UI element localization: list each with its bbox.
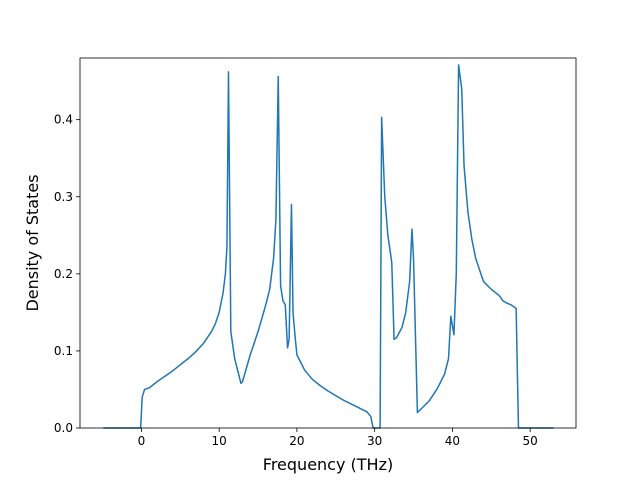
y-tick-label: 0.3 bbox=[54, 190, 73, 204]
x-tick-label: 40 bbox=[445, 434, 460, 448]
y-axis-ticks: 0.0 0.1 0.2 0.3 0.4 bbox=[54, 113, 80, 435]
y-axis-label: Density of States bbox=[23, 174, 42, 311]
y-tick-label: 0.4 bbox=[54, 113, 73, 127]
y-tick-label: 0.2 bbox=[54, 267, 73, 281]
x-axis-ticks: 0 10 20 30 40 50 bbox=[138, 428, 538, 448]
x-tick-label: 10 bbox=[212, 434, 227, 448]
x-tick-label: 0 bbox=[138, 434, 146, 448]
axes-frame bbox=[79, 57, 577, 429]
x-tick-label: 20 bbox=[289, 434, 304, 448]
x-axis-label: Frequency (THz) bbox=[263, 455, 393, 474]
x-tick-label: 30 bbox=[367, 434, 382, 448]
dos-series-line bbox=[103, 64, 554, 429]
y-tick-label: 0.0 bbox=[54, 421, 73, 435]
plot-area bbox=[103, 64, 554, 429]
y-tick-label: 0.1 bbox=[54, 344, 73, 358]
x-tick-label: 50 bbox=[522, 434, 537, 448]
